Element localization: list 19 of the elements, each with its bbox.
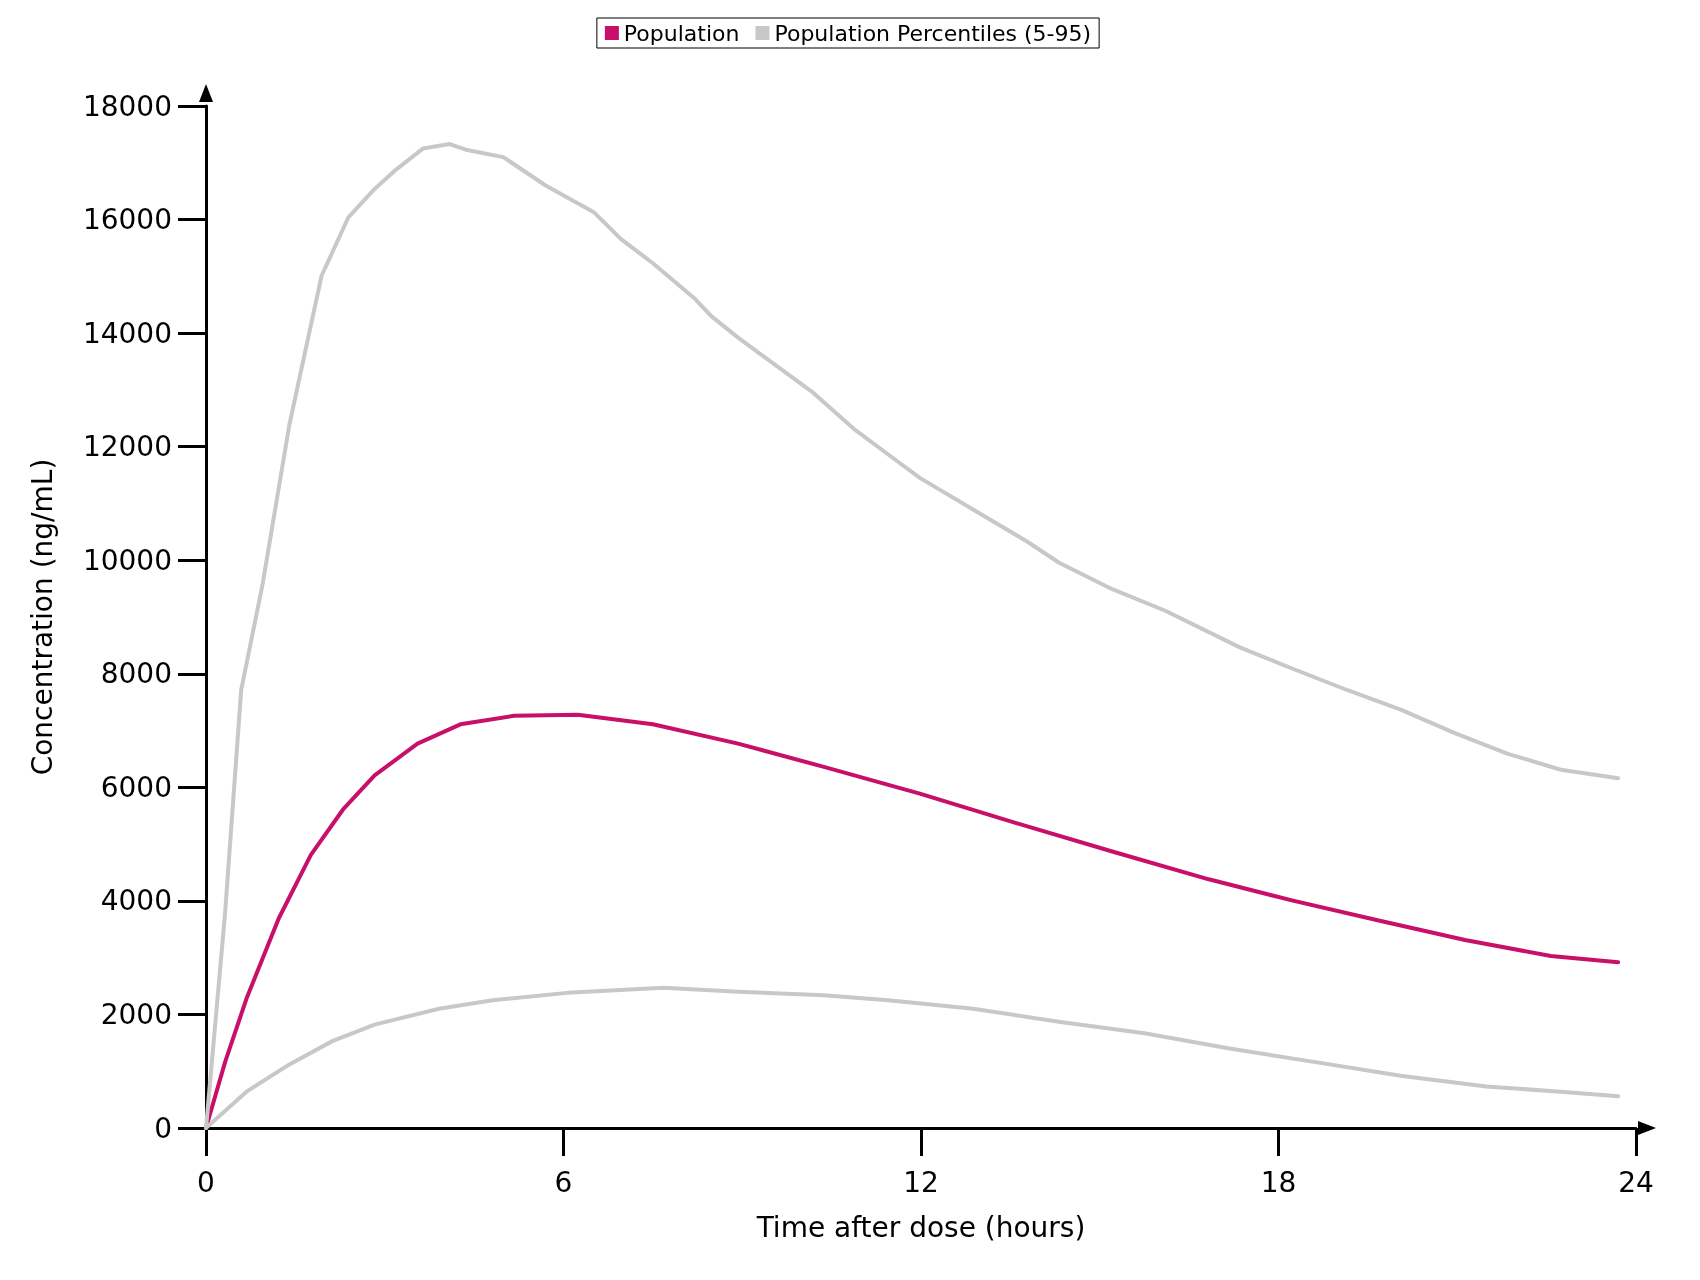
x-tick-label: 0	[197, 1165, 215, 1199]
x-tick-label: 12	[903, 1165, 939, 1199]
y-tick-label: 4000	[100, 884, 172, 918]
legend-label: Population Percentiles (5-95)	[774, 20, 1092, 46]
y-tick-label: 6000	[100, 770, 172, 804]
x-axis-title: Time after dose (hours)	[755, 1210, 1086, 1244]
legend-label: Population	[623, 20, 740, 46]
y-tick-label: 12000	[82, 430, 172, 464]
y-tick-label: 16000	[82, 203, 172, 237]
y-tick-label: 18000	[82, 89, 172, 123]
y-tick-label: 0	[154, 1111, 172, 1145]
x-tick-label: 24	[1618, 1165, 1654, 1199]
y-tick-label: 2000	[100, 997, 172, 1031]
y-tick-label: 10000	[82, 543, 172, 577]
y-tick-label: 14000	[82, 316, 172, 350]
x-tick-label: 18	[1260, 1165, 1297, 1199]
y-tick-label: 8000	[100, 657, 172, 691]
x-tick-label: 6	[554, 1165, 573, 1199]
y-axis-title: Concentration (ng/mL)	[25, 458, 59, 776]
